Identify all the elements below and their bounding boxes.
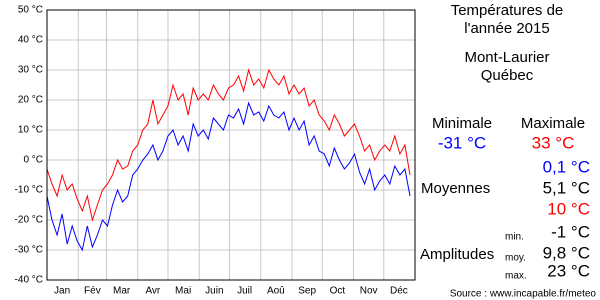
x-tick-label: Jan (54, 286, 70, 297)
y-tick-label: 30 °C (18, 65, 43, 76)
location: Québec (481, 67, 534, 84)
x-tick-label: Mai (175, 286, 191, 297)
x-tick-label: Sep (298, 286, 316, 297)
y-tick-label: 10 °C (18, 125, 43, 136)
series-header: Minimale (432, 115, 492, 132)
extreme-min: -31 °C (438, 133, 486, 152)
extreme-max: 33 °C (532, 133, 575, 152)
x-tick-label: Mar (113, 286, 131, 297)
x-tick-label: Juil (237, 286, 252, 297)
x-tick-label: Aoû (267, 286, 285, 297)
means-label: Moyennes (421, 180, 490, 197)
title-line: l'année 2015 (464, 20, 549, 37)
plot-border (46, 9, 416, 281)
temperature-line (46, 101, 411, 252)
mean-max: 10 °C (547, 199, 590, 218)
y-tick-label: -20 °C (15, 215, 43, 226)
title-line: Températures de (451, 2, 564, 19)
amplitude-value: 9,8 °C (543, 243, 590, 262)
y-tick-label: -10 °C (15, 185, 43, 196)
x-tick-label: Avr (145, 286, 160, 297)
plot-area: 50 °C 40 °C 30 °C 20 °C 10 °C 0 °C -10 °C -20 °… (15, 5, 416, 297)
temperature-line (46, 68, 411, 222)
y-tick-label: 0 °C (23, 155, 43, 166)
amplitude-value: 23 °C (547, 261, 590, 280)
x-tick-label: Nov (360, 286, 378, 297)
y-tick-label: -40 °C (15, 275, 43, 286)
y-tick-label: 20 °C (18, 95, 43, 106)
x-tick-label: Juin (205, 286, 223, 297)
series-header: Maximale (521, 115, 585, 132)
amplitude-value: -1 °C (551, 222, 590, 241)
mean-avg: 5,1 °C (543, 178, 590, 197)
amplitude-label: moy. (505, 253, 526, 264)
y-tick-label: -30 °C (15, 245, 43, 256)
source: Source : www.incapable.fr/meteo (450, 289, 597, 300)
amplitude-label: max. (505, 271, 527, 282)
x-tick-label: Oct (330, 286, 346, 297)
y-tick-label: 40 °C (18, 35, 43, 46)
x-tick-label: Fév (84, 286, 101, 297)
amplitude-label: min. (505, 232, 524, 243)
amplitudes-label: Amplitudes (420, 246, 494, 263)
location: Mont-Laurier (464, 49, 549, 66)
mean-min: 0,1 °C (543, 157, 590, 176)
y-tick-label: 50 °C (18, 5, 43, 16)
x-tick-label: Déc (390, 286, 408, 297)
